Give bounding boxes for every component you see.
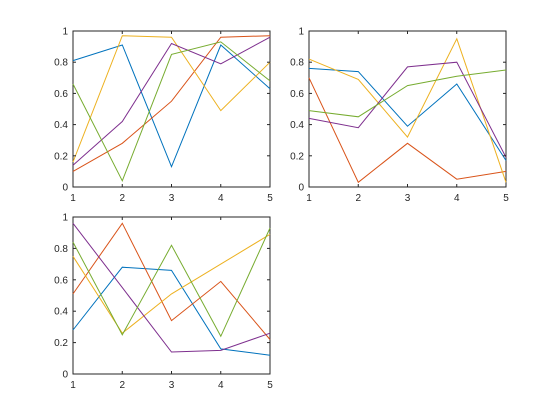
x-tick-label: 3: [169, 193, 175, 204]
y-tick-label: 0.8: [54, 244, 68, 255]
x-tick-label: 2: [119, 193, 125, 204]
series-line-4: [72, 222, 271, 353]
y-tick-label: 0.4: [54, 120, 68, 131]
x-tick-label: 4: [218, 380, 224, 391]
series-line-4: [308, 61, 507, 158]
x-tick-label: 5: [503, 193, 509, 204]
series-line-5: [308, 69, 507, 118]
axes-box: [308, 30, 507, 188]
x-tick-label: 5: [267, 193, 273, 204]
y-tick-label: 0.2: [54, 338, 68, 349]
subplot-1: 1 2 3 4 5 0 0.2 0.4 0.6 0.8 1: [54, 27, 273, 205]
y-tick-label: 0.8: [54, 58, 68, 69]
x-tick-label: 1: [70, 380, 76, 391]
series-line-2: [308, 77, 507, 184]
y-tick-label: 0.6: [290, 89, 304, 100]
y-tick-label: 0.2: [290, 151, 304, 162]
series-line-1: [308, 67, 507, 161]
y-tick-label: 0.6: [54, 275, 68, 286]
y-tick-label: 1: [62, 27, 68, 38]
series-line-5: [72, 227, 271, 338]
x-tick-label: 3: [405, 193, 411, 204]
y-tick-label: 0.4: [290, 120, 304, 131]
axes-box: [72, 216, 271, 375]
x-tick-label: 2: [119, 380, 125, 391]
axes-box: [72, 30, 271, 188]
series-line-1: [72, 44, 271, 169]
y-tick-label: 0.4: [54, 307, 68, 318]
y-tick-label: 0: [298, 183, 304, 194]
y-tick-label: 0: [62, 370, 68, 381]
x-tick-label: 4: [218, 193, 224, 204]
series-line-1: [72, 266, 271, 356]
series-line-2: [72, 35, 271, 172]
subplot-3: 1 2 3 4 5 0 0.2 0.4 0.6 0.8 1: [54, 213, 273, 392]
series-line-5: [72, 41, 271, 183]
series-line-3: [72, 233, 271, 334]
x-tick-label: 5: [267, 380, 273, 391]
y-tick-label: 0.6: [54, 89, 68, 100]
y-tick-label: 0.8: [290, 58, 304, 69]
y-tick-label: 0.2: [54, 151, 68, 162]
x-tick-label: 2: [355, 193, 361, 204]
series-line-3: [308, 37, 507, 183]
series-line-3: [72, 35, 271, 163]
x-tick-label: 1: [70, 193, 76, 204]
x-tick-label: 3: [169, 380, 175, 391]
subplot-2: 1 2 3 4 5 0 0.2 0.4 0.6 0.8 1: [290, 27, 509, 205]
y-tick-label: 1: [62, 213, 68, 224]
x-tick-label: 4: [454, 193, 460, 204]
y-tick-label: 0: [62, 183, 68, 194]
x-tick-label: 1: [306, 193, 312, 204]
y-tick-label: 1: [298, 27, 304, 38]
